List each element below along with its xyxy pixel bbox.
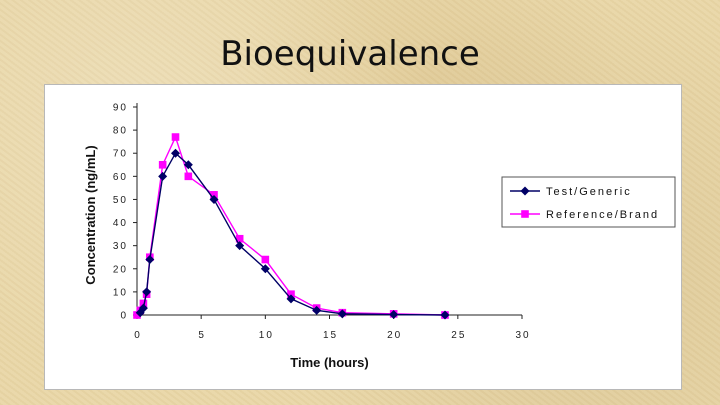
x-tick-label: 30 bbox=[515, 330, 530, 341]
concentration-time-chart: 0 10 20 30 40 50 60 70 80 90 0 5 10 15 20 25 30 Time (ho… bbox=[83, 103, 676, 370]
diamond-marker bbox=[286, 294, 296, 304]
x-tick-label: 15 bbox=[323, 330, 338, 341]
x-tick-label: 20 bbox=[387, 330, 402, 341]
square-marker bbox=[139, 299, 148, 308]
diamond-marker bbox=[312, 305, 322, 315]
diamond-marker bbox=[337, 309, 347, 319]
diamond-marker bbox=[440, 310, 450, 320]
x-axis-title: Time (hours) bbox=[290, 355, 369, 370]
x-tick-label: 5 bbox=[198, 330, 206, 341]
slide-title: Bioequivalence bbox=[220, 34, 480, 74]
y-tick-label: 0 bbox=[120, 311, 128, 322]
series-line bbox=[136, 135, 446, 316]
diamond-marker bbox=[183, 160, 193, 170]
y-tick-label: 40 bbox=[113, 218, 128, 229]
chart-series bbox=[133, 133, 450, 320]
chart-frame: 0 10 20 30 40 50 60 70 80 90 0 5 10 15 20 25 30 Time (ho… bbox=[44, 84, 682, 390]
diamond-marker bbox=[389, 310, 399, 320]
y-tick-label: 70 bbox=[113, 149, 128, 160]
y-tick-label: 10 bbox=[113, 287, 128, 298]
y-tick-label: 30 bbox=[113, 241, 128, 252]
y-tick-label: 20 bbox=[113, 264, 128, 275]
chart-legend: Test/Generic Reference/Brand bbox=[501, 176, 676, 228]
square-marker bbox=[184, 172, 193, 181]
diamond-marker bbox=[520, 186, 530, 196]
x-tick-label: 10 bbox=[259, 330, 274, 341]
chart-axes bbox=[136, 103, 522, 316]
diamond-marker bbox=[142, 287, 152, 297]
square-marker bbox=[235, 234, 244, 243]
square-marker bbox=[158, 160, 167, 169]
square-marker bbox=[210, 191, 218, 199]
diamond-marker bbox=[158, 171, 168, 181]
y-tick-label: 50 bbox=[113, 195, 128, 206]
x-tick-label: 0 bbox=[134, 330, 142, 341]
diamond-marker bbox=[209, 194, 219, 204]
legend-entry: Reference/Brand bbox=[546, 209, 659, 221]
y-tick-label: 60 bbox=[113, 172, 128, 183]
x-tick-label: 25 bbox=[451, 330, 466, 341]
square-marker bbox=[521, 210, 529, 218]
diamond-marker bbox=[235, 241, 245, 251]
y-tick-label: 90 bbox=[113, 103, 128, 114]
diamond-marker bbox=[138, 303, 148, 313]
diamond-marker bbox=[171, 148, 180, 158]
y-axis-title: Concentration (ng/mL) bbox=[83, 145, 98, 284]
square-marker bbox=[133, 311, 141, 319]
legend-entry: Test/Generic bbox=[546, 186, 632, 198]
square-marker bbox=[171, 133, 180, 141]
chart-ticks: 0 10 20 30 40 50 60 70 80 90 0 5 10 15 20 25 30 bbox=[113, 103, 530, 342]
y-tick-label: 80 bbox=[113, 126, 128, 137]
diamond-marker bbox=[260, 264, 270, 274]
square-marker bbox=[261, 255, 270, 264]
square-marker bbox=[287, 290, 295, 298]
legend-box bbox=[501, 176, 676, 228]
